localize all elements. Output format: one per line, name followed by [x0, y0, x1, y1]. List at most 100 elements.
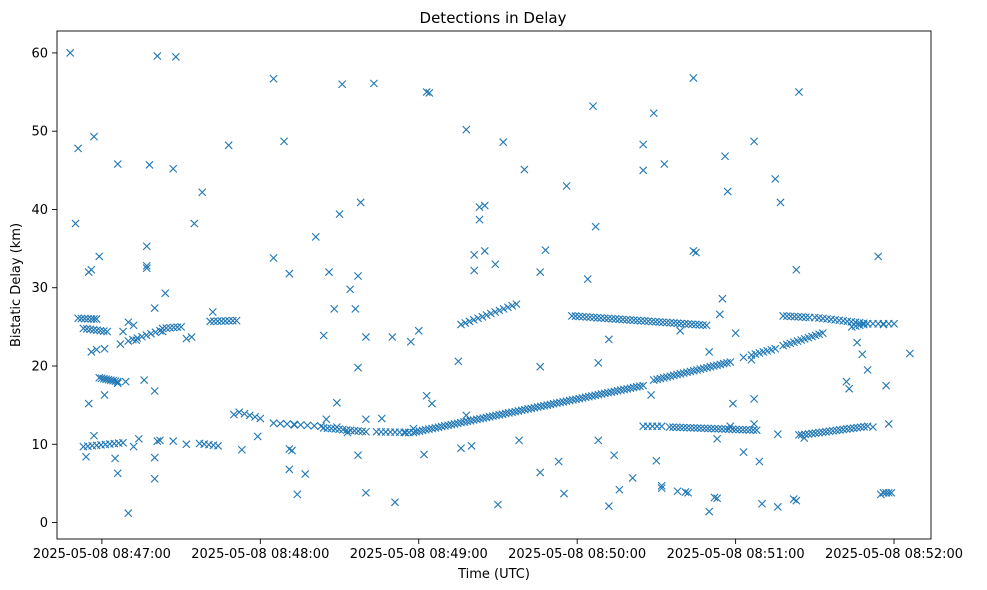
data-point [285, 269, 294, 278]
data-point [616, 386, 625, 395]
data-point [434, 423, 443, 432]
data-point [604, 502, 613, 511]
data-point [361, 415, 370, 424]
data-point [100, 390, 109, 399]
data-point [228, 316, 237, 325]
data-point [456, 418, 465, 427]
data-point [695, 320, 704, 329]
data-point [527, 404, 536, 413]
data-point [388, 333, 397, 342]
data-point [447, 420, 456, 429]
chart-title: Detections in Delay [420, 9, 567, 27]
data-point [285, 465, 294, 474]
data-point [680, 319, 689, 328]
data-point [717, 424, 726, 433]
data-point [845, 384, 854, 393]
data-point [572, 395, 581, 404]
data-point [454, 357, 463, 366]
data-point [491, 308, 500, 316]
data-point [491, 260, 500, 269]
data-point [600, 314, 609, 323]
data-point [499, 138, 508, 147]
data-point [779, 311, 788, 320]
data-point [354, 451, 363, 460]
data-point [613, 386, 622, 395]
data-point [177, 322, 186, 331]
data-point [672, 423, 681, 432]
data-point [142, 261, 151, 270]
data-point [482, 413, 491, 422]
data-point [721, 425, 730, 434]
data-point [713, 434, 722, 443]
data-point [187, 333, 196, 342]
data-point [256, 414, 265, 423]
data-point [676, 423, 685, 432]
data-point [658, 318, 667, 327]
data-point [354, 272, 363, 280]
data-point [594, 390, 603, 399]
data-point [771, 174, 780, 183]
data-point [636, 382, 644, 391]
data-point [578, 312, 587, 321]
data-point [639, 166, 648, 175]
y-axis-title: Bistatic Delay (km) [9, 223, 24, 347]
data-point [225, 316, 233, 325]
data-point [520, 405, 529, 414]
data-point [453, 419, 462, 428]
data-point [728, 399, 737, 408]
data-point [361, 427, 370, 436]
data-point [815, 428, 823, 437]
data-point [84, 314, 93, 323]
data-point [874, 252, 883, 261]
data-point [356, 198, 365, 207]
data-point [82, 452, 91, 461]
data-point [354, 363, 363, 372]
data-point [700, 424, 709, 433]
data-point [361, 333, 370, 342]
data-point [221, 316, 230, 325]
data-point [493, 500, 502, 509]
data-point [593, 313, 602, 322]
data-point [240, 409, 249, 418]
data-point [660, 160, 669, 169]
data-point [644, 317, 653, 326]
data-point [232, 316, 241, 325]
data-point [692, 248, 700, 257]
data-point [311, 232, 320, 241]
data-point [116, 340, 125, 349]
data-point [559, 489, 568, 498]
data-point [536, 402, 545, 411]
data-point [145, 160, 154, 169]
data-point [696, 424, 705, 433]
data-point [129, 442, 138, 451]
data-point [681, 488, 690, 497]
x-tick-label: 2025-05-08 08:48:00 [191, 547, 329, 562]
data-point [565, 396, 574, 405]
data-point [128, 335, 137, 344]
data-point [495, 306, 504, 315]
data-point [549, 399, 558, 408]
data-point [479, 414, 488, 423]
data-point [422, 88, 431, 97]
x-tick-label: 2025-05-08 08:51:00 [667, 547, 805, 562]
y-tick-label: 50 [31, 125, 48, 140]
data-point [87, 265, 96, 274]
x-tick-label: 2025-05-08 08:52:00 [825, 547, 963, 562]
data-point [669, 319, 678, 328]
data-point [418, 426, 427, 435]
data-point [690, 423, 698, 432]
data-point [677, 319, 686, 328]
data-point [293, 490, 302, 499]
data-point [714, 424, 723, 433]
data-point [169, 437, 178, 446]
data-point [460, 418, 469, 426]
data-point [597, 313, 605, 322]
data-point [124, 318, 133, 327]
data-point [882, 381, 891, 390]
data-point [540, 401, 549, 410]
data-point [594, 358, 603, 367]
data-point [556, 398, 565, 407]
data-point [501, 409, 510, 418]
data-point [485, 412, 494, 421]
data-point [731, 425, 740, 434]
